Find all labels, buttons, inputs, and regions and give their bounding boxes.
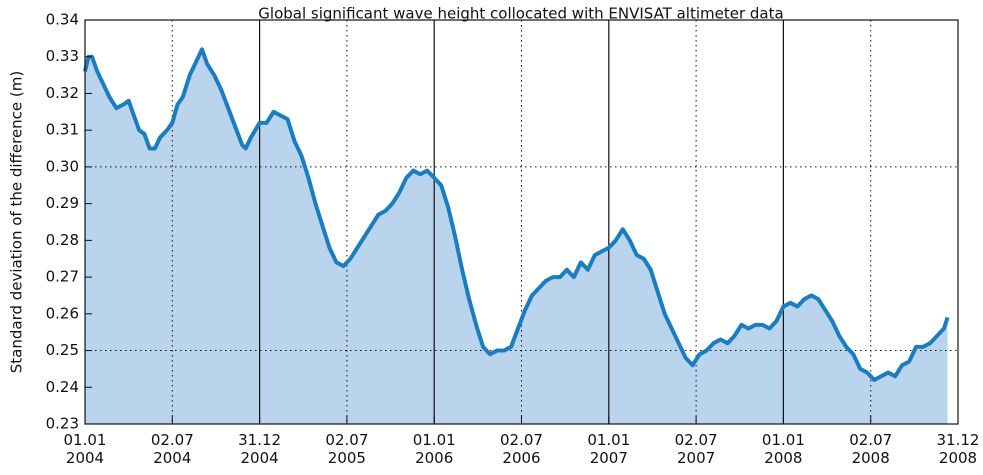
x-tick-label-line: 01.01 — [587, 431, 630, 449]
y-tick-label: 0.29 — [46, 194, 79, 212]
y-tick-label: 0.26 — [46, 304, 79, 322]
x-tick-label-line: 02.07 — [151, 431, 194, 449]
x-tick-label-line: 02.07 — [675, 431, 718, 449]
chart-title: Global significant wave height collocate… — [258, 5, 783, 23]
x-tick-label-line: 02.07 — [325, 431, 368, 449]
x-tick-label-line: 02.07 — [849, 431, 892, 449]
line — [83, 47, 950, 382]
x-tick-label-line: 2007 — [677, 449, 715, 467]
x-tick-label-line: 2005 — [328, 449, 366, 467]
x-tick-label: 02.07 2007 — [675, 431, 718, 467]
x-tick-label-line: 2008 — [939, 449, 977, 467]
x-tick-label-line: 2006 — [502, 449, 540, 467]
x-tick-label: 01.01 2008 — [762, 431, 805, 467]
y-tick-label: 0.31 — [46, 121, 79, 139]
y-tick-label: 0.33 — [46, 47, 79, 65]
y-tick-label: 0.25 — [46, 341, 79, 359]
x-tick-label-line: 01.01 — [762, 431, 805, 449]
x-tick-label: 02.07 2008 — [849, 431, 892, 467]
y-axis-label: Standard deviation of the difference (m) — [8, 71, 26, 374]
y-tick-label: 0.30 — [46, 157, 79, 175]
y-tick-label: 0.34 — [46, 11, 79, 29]
x-tick-label-line: 31.12 — [238, 431, 281, 449]
x-tick-label-line: 02.07 — [500, 431, 543, 449]
y-tick-label: 0.28 — [46, 231, 79, 249]
x-tick-label-line: 2004 — [153, 449, 191, 467]
y-tick-label: 0.23 — [46, 415, 79, 433]
x-tick-label: 02.07 2006 — [500, 431, 543, 467]
x-tick-label: 01.01 2004 — [64, 431, 107, 467]
x-tick-label: 02.07 2005 — [325, 431, 368, 467]
x-tick-label-line: 2008 — [852, 449, 890, 467]
x-tick-label: 01.01 2006 — [413, 431, 456, 467]
x-tick-label-line: 01.01 — [413, 431, 456, 449]
x-tick-label-line: 01.01 — [64, 431, 107, 449]
x-tick-label: 31.12 2004 — [238, 431, 281, 467]
x-tick-label: 01.01 2007 — [587, 431, 630, 467]
x-tick-label: 31.12 2008 — [937, 431, 980, 467]
x-tick-label-line: 2008 — [764, 449, 802, 467]
y-tick-label: 0.27 — [46, 268, 79, 286]
x-tick-label-line: 2004 — [66, 449, 104, 467]
area — [85, 49, 948, 425]
x-tick-label-line: 2006 — [415, 449, 453, 467]
x-tick-label-line: 2004 — [241, 449, 279, 467]
x-tick-label-line: 31.12 — [937, 431, 980, 449]
x-tick-label: 02.07 2004 — [151, 431, 194, 467]
y-tick-label: 0.32 — [46, 84, 79, 102]
y-tick-label: 0.24 — [46, 378, 79, 396]
x-tick-label-line: 2007 — [590, 449, 628, 467]
